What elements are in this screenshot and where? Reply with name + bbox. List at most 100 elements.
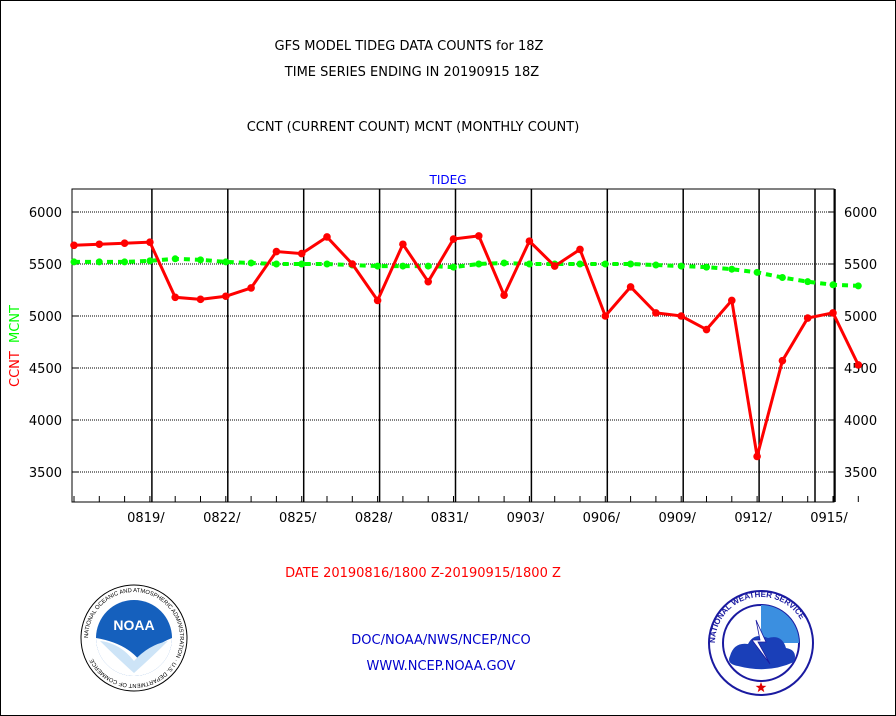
y-tick-label-left: 5000 (29, 310, 62, 325)
chart-title-line2: TIME SERIES ENDING IN 20190915 18Z (284, 65, 540, 80)
star-icon (755, 682, 767, 693)
data-point-ccnt (778, 356, 787, 365)
y-axis-label-mcnt: MCNT (8, 305, 23, 343)
data-point-mcnt (424, 262, 432, 270)
data-point-mcnt (95, 258, 103, 266)
data-point-mcnt (475, 260, 483, 268)
data-point-mcnt (70, 258, 78, 266)
data-point-ccnt (247, 284, 255, 292)
data-point-mcnt (753, 268, 761, 276)
y-tick-label-right: 5500 (844, 258, 877, 273)
lightning-icon (751, 619, 771, 665)
data-point-ccnt (803, 314, 812, 322)
data-point-ccnt (373, 296, 382, 305)
y-axis-label-ccnt: CCNT (8, 351, 23, 387)
x-tick-label: 0909/ (658, 511, 696, 526)
data-point-mcnt (171, 255, 179, 263)
data-point-mcnt (652, 261, 660, 269)
x-tick-label: 0912/ (734, 511, 772, 526)
data-point-ccnt (272, 247, 281, 256)
y-tick-label-left: 6000 (29, 206, 62, 221)
x-tick-label: 0819/ (127, 511, 165, 526)
data-point-ccnt (753, 452, 761, 461)
data-point-mcnt (247, 259, 255, 267)
y-tick-label-right: 4500 (844, 362, 877, 377)
data-point-mcnt (374, 262, 382, 270)
data-point-mcnt (703, 263, 710, 271)
data-point-ccnt (399, 240, 407, 249)
data-point-mcnt (829, 281, 837, 289)
x-tick-label: 0828/ (355, 511, 393, 526)
data-point-ccnt (297, 249, 306, 258)
data-point-ccnt (626, 283, 635, 291)
chart-subtitle: CCNT (CURRENT COUNT) MCNT (MONTHLY COUNT… (246, 120, 580, 135)
x-tick-label: 0915/ (810, 511, 848, 526)
data-point-ccnt (222, 292, 230, 301)
noaa-logo-text: NOAA (113, 617, 154, 633)
data-point-ccnt (728, 296, 736, 305)
data-point-ccnt (196, 295, 205, 304)
data-point-mcnt (298, 260, 306, 268)
y-tick-label-right: 3500 (844, 466, 877, 481)
data-point-mcnt (399, 262, 407, 270)
data-point-ccnt (70, 241, 78, 250)
series-line-mcnt (74, 256, 859, 288)
data-point-ccnt (323, 233, 331, 241)
data-point-mcnt (804, 278, 812, 286)
data-point-ccnt (854, 361, 863, 369)
x-tick-label: 0906/ (583, 511, 621, 526)
url-line: WWW.NCEP.NOAA.GOV (366, 659, 516, 674)
data-point-ccnt (677, 312, 685, 320)
data-point-ccnt (348, 260, 357, 268)
data-point-mcnt (500, 259, 508, 267)
data-point-mcnt (778, 274, 786, 282)
data-point-ccnt (500, 291, 508, 300)
data-point-mcnt (146, 257, 154, 265)
data-point-mcnt (323, 260, 331, 268)
data-point-mcnt (728, 265, 736, 273)
y-tick-label-right: 6000 (844, 206, 877, 221)
plot-title: TIDEG (429, 173, 467, 187)
data-point-ccnt (424, 277, 433, 286)
x-tick-label: 0825/ (279, 511, 317, 526)
data-point-ccnt (652, 309, 660, 317)
y-tick-label-left: 4500 (29, 362, 62, 377)
data-point-ccnt (829, 309, 837, 317)
y-tick-label-left: 5500 (29, 258, 62, 273)
y-tick-label-right: 5000 (844, 310, 877, 325)
x-tick-label: 0831/ (431, 511, 469, 526)
data-point-ccnt (525, 237, 534, 245)
data-point-ccnt (550, 262, 559, 270)
data-point-mcnt (121, 258, 129, 266)
data-point-mcnt (222, 258, 230, 266)
x-tick-label: 0903/ (507, 511, 545, 526)
data-point-ccnt (576, 245, 584, 254)
data-point-ccnt (120, 239, 129, 247)
data-point-mcnt (601, 260, 609, 268)
data-point-ccnt (171, 293, 179, 302)
data-point-mcnt (450, 263, 457, 271)
data-point-ccnt (702, 325, 711, 334)
y-tick-label-left: 3500 (29, 466, 62, 481)
data-point-mcnt (525, 260, 533, 268)
noaa-logo: NOAA NATIONAL OCEANIC AND ATMOSPHERIC AD… (80, 584, 188, 692)
series-line-ccnt (73, 234, 860, 457)
data-point-mcnt (677, 262, 685, 270)
data-point-ccnt (95, 240, 104, 249)
date-range-label: DATE 20190816/1800 Z-20190915/1800 Z (285, 566, 561, 581)
data-point-mcnt (197, 256, 204, 264)
data-point-mcnt (854, 282, 862, 290)
data-point-ccnt (449, 235, 458, 243)
data-point-mcnt (627, 260, 635, 268)
data-point-ccnt (475, 232, 483, 240)
y-tick-label-left: 4000 (29, 414, 62, 429)
data-point-ccnt (146, 238, 154, 246)
data-point-mcnt (272, 260, 280, 268)
nws-logo: NATIONAL WEATHER SERVICE (708, 590, 814, 696)
org-line: DOC/NOAA/NWS/NCEP/NCO (351, 633, 531, 648)
chart-title-line1: GFS MODEL TIDEG DATA COUNTS for 18Z (274, 39, 544, 54)
data-point-mcnt (576, 260, 584, 268)
y-tick-label-right: 4000 (844, 414, 877, 429)
